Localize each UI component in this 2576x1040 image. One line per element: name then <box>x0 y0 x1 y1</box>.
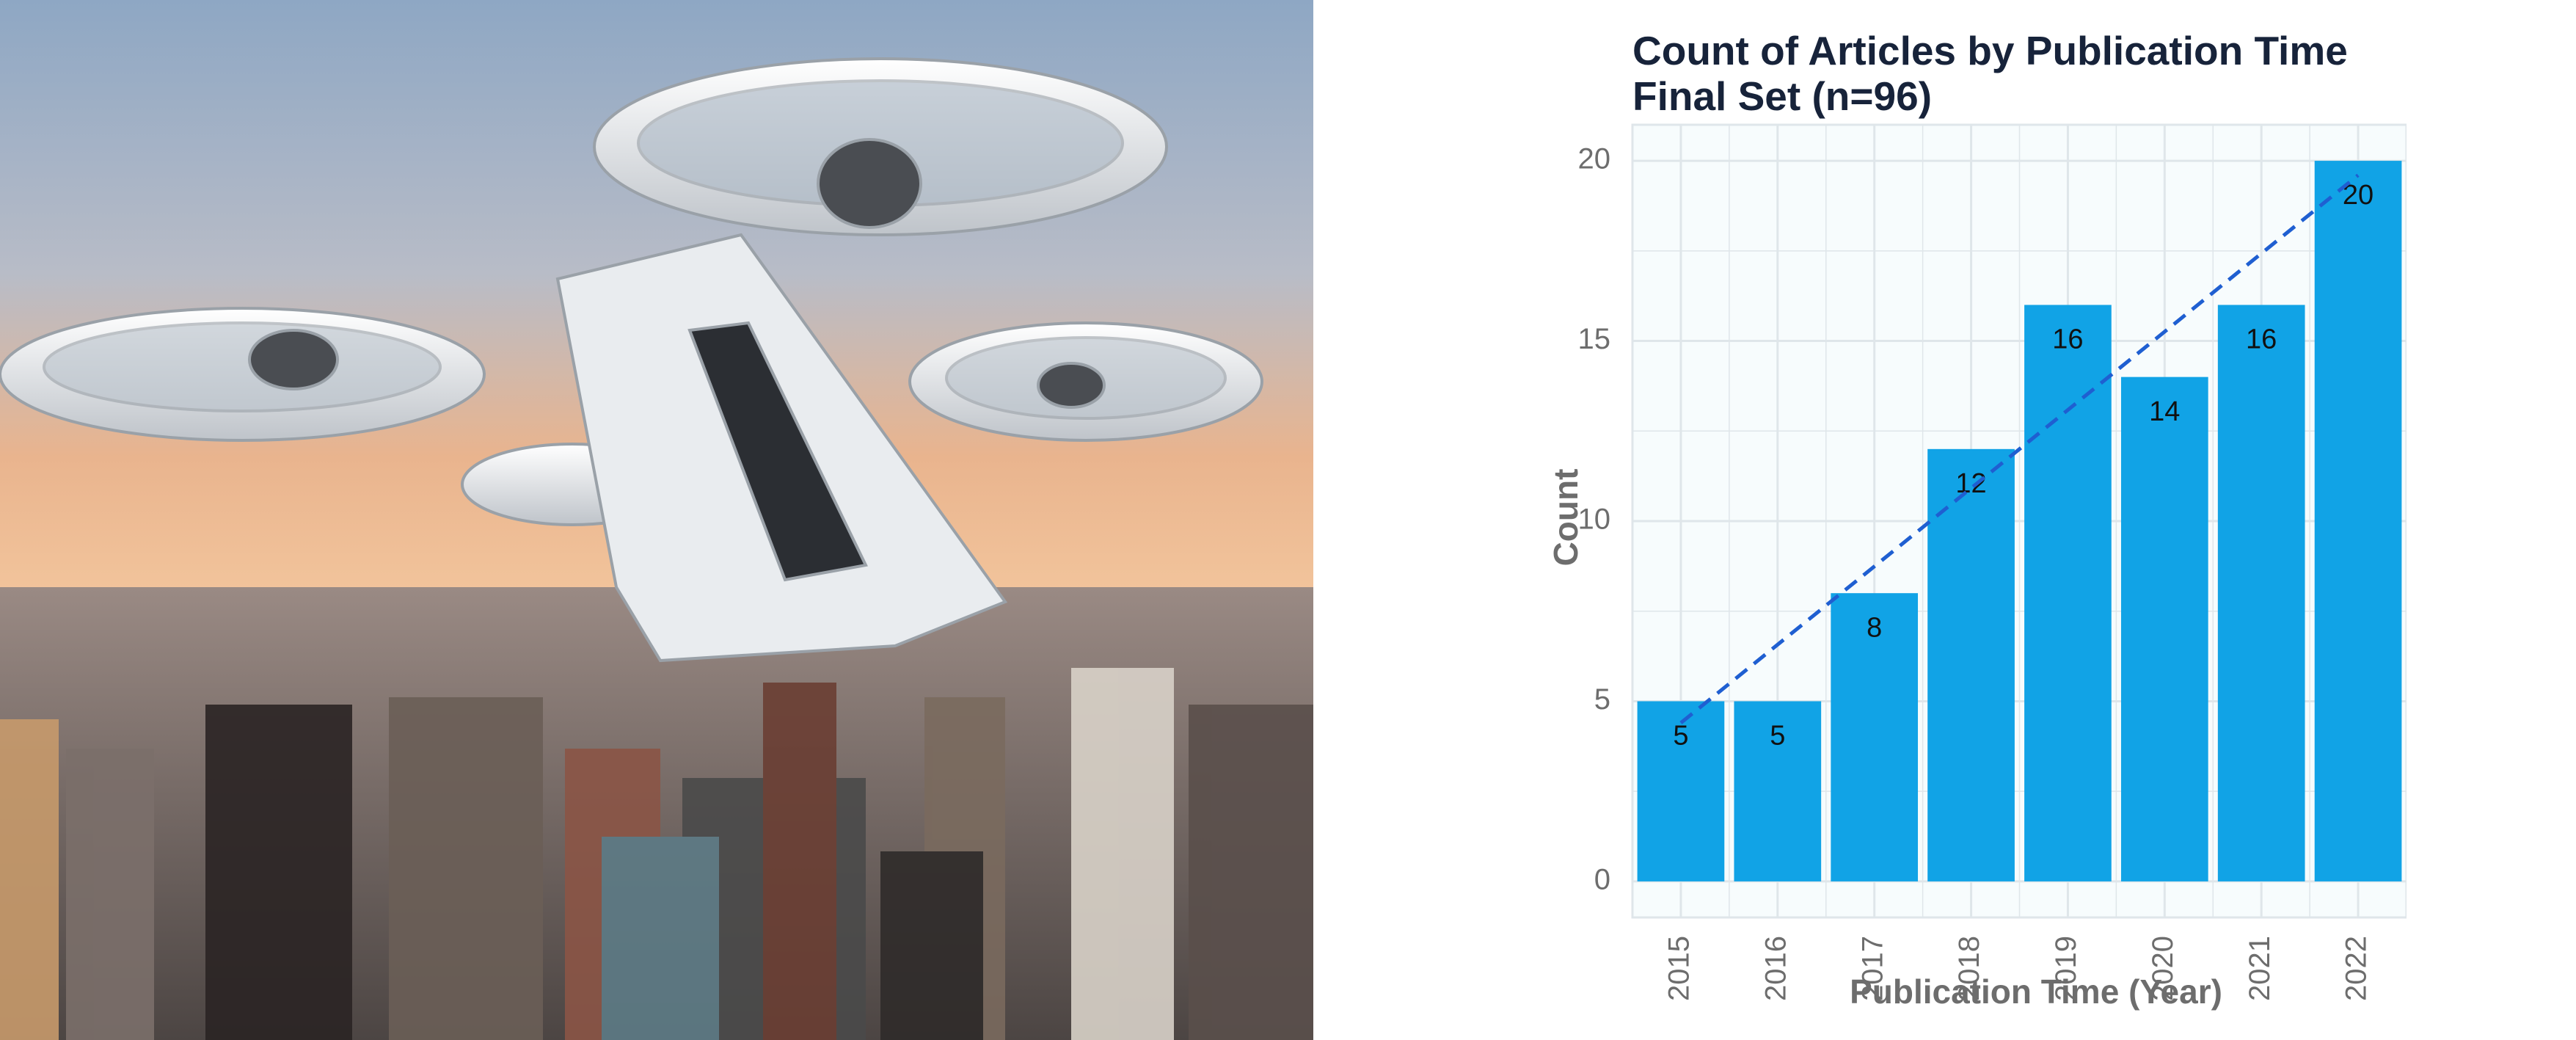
data-label-2020: 14 <box>2149 396 2180 427</box>
x-axis-label: Publication Time (Year) <box>1850 972 2222 1011</box>
x-tick-label-2017: 2017 <box>1856 936 1889 1001</box>
aircraft <box>0 57 1263 663</box>
x-tick-label-2021: 2021 <box>2244 936 2276 1001</box>
bar-2021 <box>2217 305 2305 881</box>
y-tick-label-20: 20 <box>1578 143 1611 175</box>
bar-chart: Count of Articles by Publication Time Fi… <box>1547 28 2408 1011</box>
bar-2019 <box>2024 305 2112 881</box>
x-tick-labels: 2015 2016 2017 2018 2019 2020 2021 2022 <box>1663 936 2373 1001</box>
x-tick-label-2016: 2016 <box>1759 936 1792 1001</box>
bar-2015 <box>1637 701 1725 881</box>
data-label-2015: 5 <box>1673 721 1688 752</box>
bar-2022 <box>2314 161 2402 881</box>
x-tick-label-2020: 2020 <box>2147 936 2179 1001</box>
y-tick-label-5: 5 <box>1594 683 1610 716</box>
y-tick-label-10: 10 <box>1578 503 1611 536</box>
city-buildings <box>0 668 1313 1040</box>
bar-2018 <box>1927 448 2015 881</box>
bar-2016 <box>1734 701 1822 881</box>
evtol-city-photo <box>0 0 1313 1040</box>
y-axis-label: Count <box>1547 469 1585 567</box>
data-label-2021: 16 <box>2246 324 2277 355</box>
data-label-2016: 5 <box>1770 721 1785 752</box>
x-tick-label-2019: 2019 <box>2050 936 2082 1001</box>
chart-panel: Count of Articles by Publication Time Fi… <box>1541 28 2408 1013</box>
x-tick-label-2022: 2022 <box>2340 936 2373 1001</box>
y-tick-labels: 0 5 10 15 20 <box>1578 143 1611 896</box>
bars <box>1637 161 2402 881</box>
x-tick-label-2018: 2018 <box>1953 936 1985 1001</box>
photo-illustration <box>0 0 1313 1040</box>
data-label-2017: 8 <box>1867 612 1882 643</box>
trend-line <box>1679 173 2360 724</box>
bar-2017 <box>1831 593 1919 881</box>
y-tick-label-15: 15 <box>1578 323 1611 355</box>
data-label-2018: 12 <box>1955 468 1986 499</box>
bar-2020 <box>2120 377 2208 881</box>
data-label-2019: 16 <box>2052 324 2083 355</box>
y-tick-label-0: 0 <box>1594 863 1610 895</box>
chart-title-line2: Final Set (n=96) <box>1632 73 1932 119</box>
x-tick-label-2015: 2015 <box>1663 936 1696 1001</box>
chart-title-line1: Count of Articles by Publication Time <box>1632 29 2348 73</box>
